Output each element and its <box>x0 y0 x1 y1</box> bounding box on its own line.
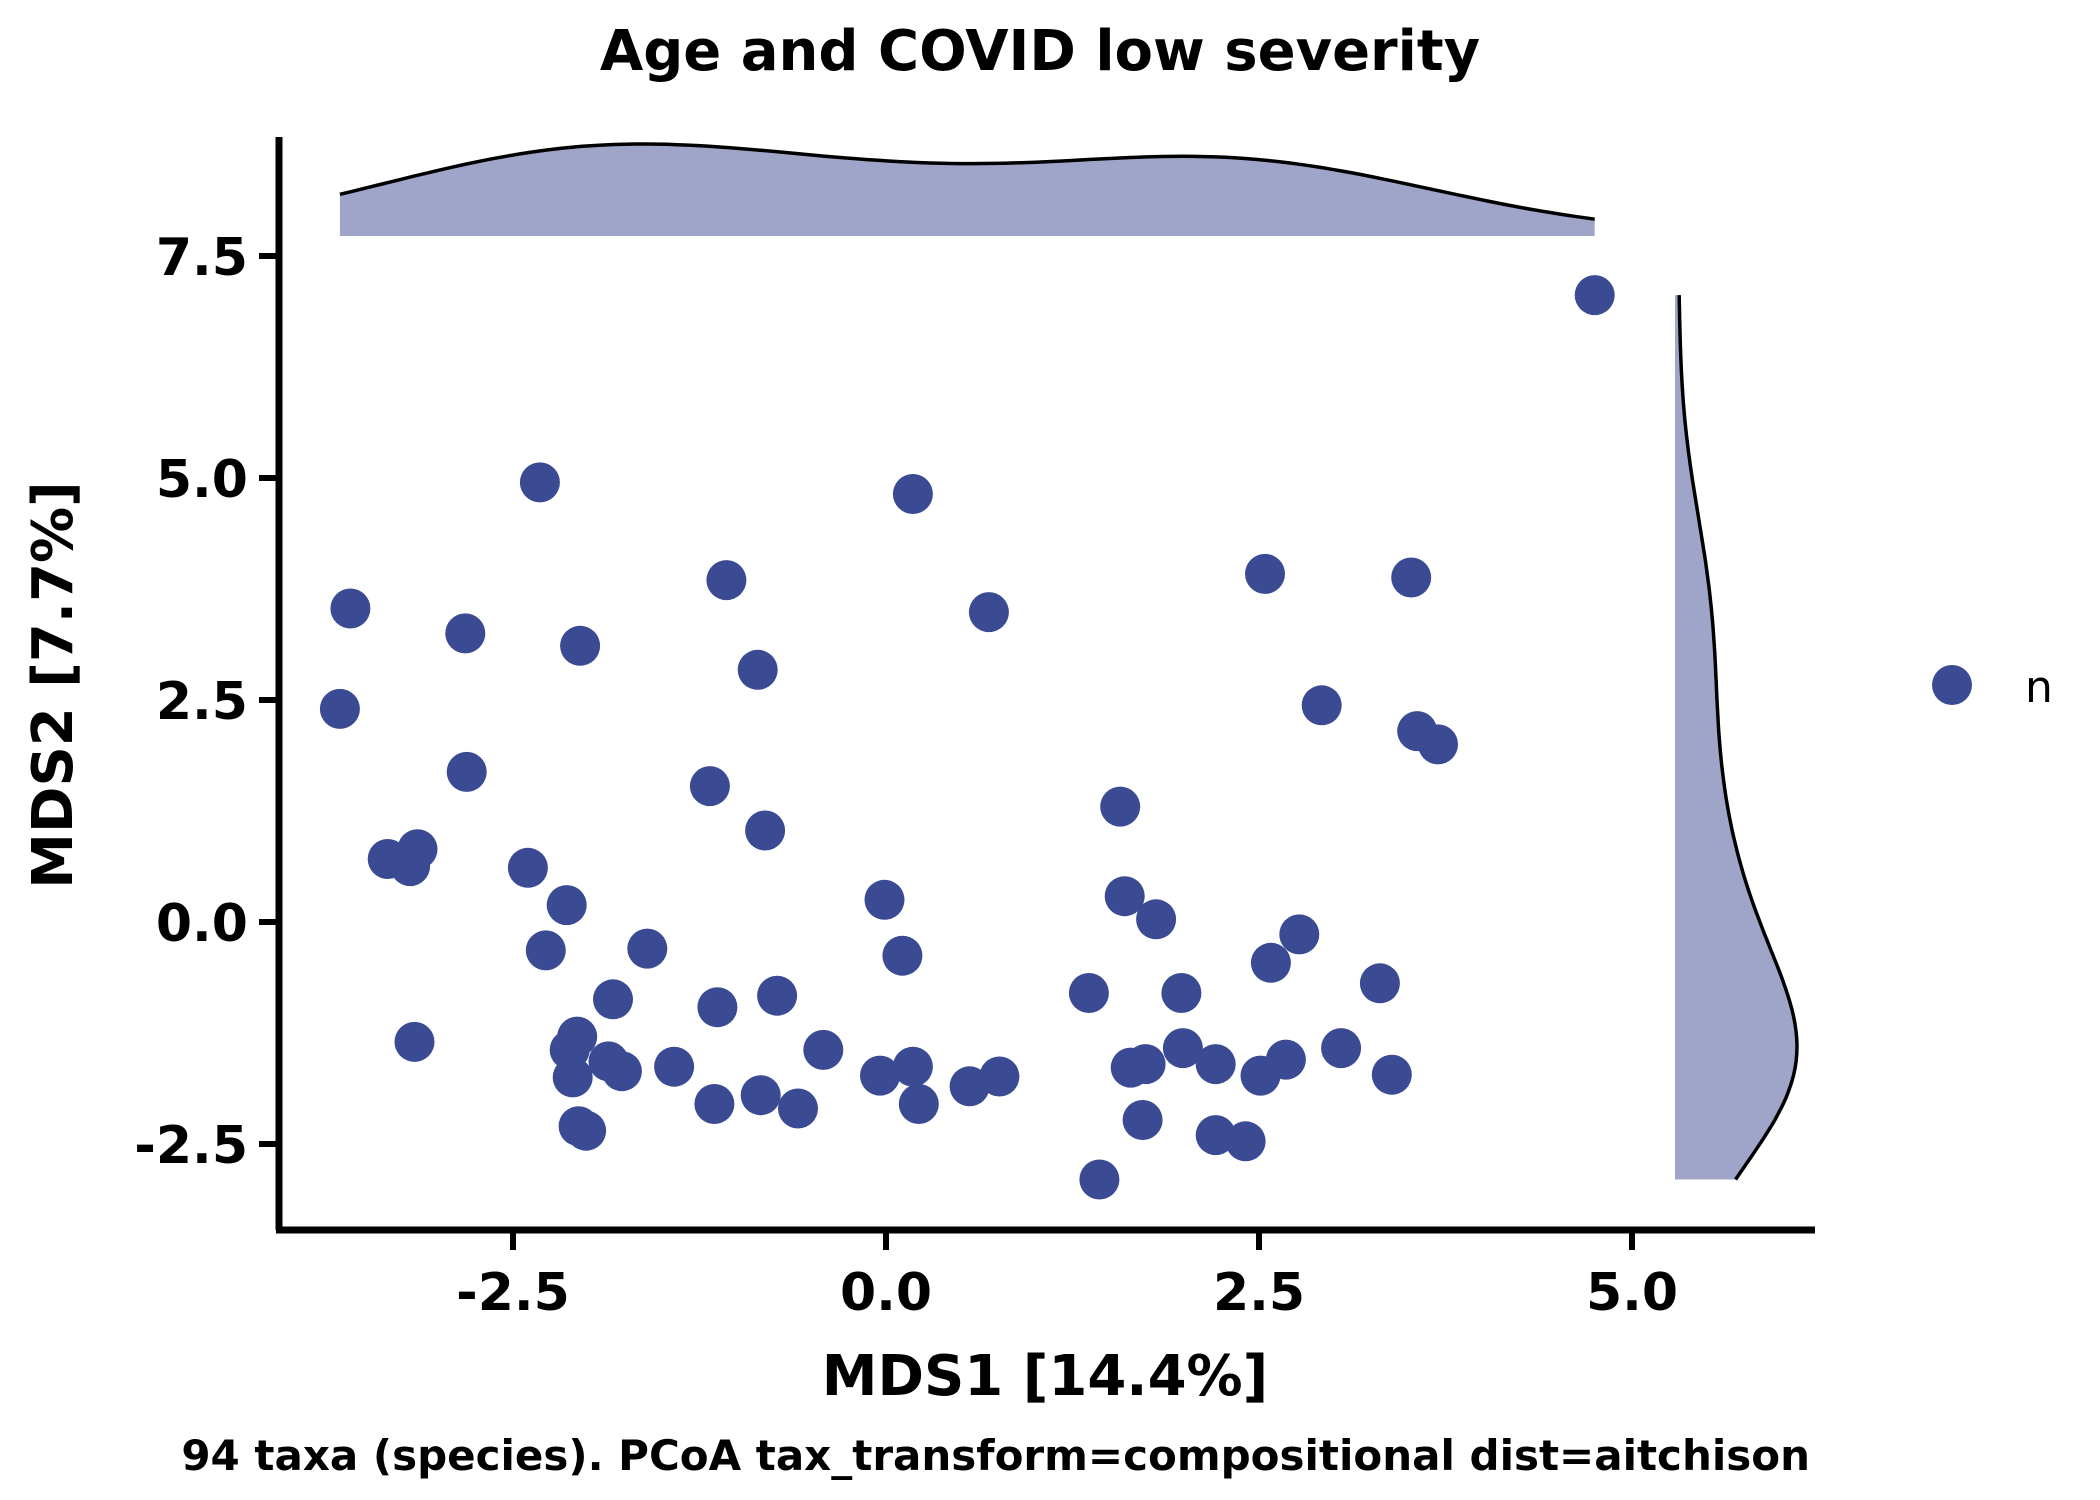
data-point <box>882 935 923 976</box>
data-point <box>1371 1054 1412 1095</box>
y-tick-label: 7.5 <box>156 228 248 288</box>
y-tick-label: 0.0 <box>156 894 248 954</box>
data-point <box>1359 963 1400 1004</box>
data-point <box>737 649 778 690</box>
data-point <box>507 847 548 888</box>
y-axis-label: MDS2 [7.7%] <box>21 481 86 889</box>
data-point <box>757 975 798 1016</box>
legend-marker <box>1932 665 1972 705</box>
data-point <box>1122 1100 1163 1140</box>
y-tick-label: 2.5 <box>156 672 248 732</box>
data-point <box>1574 275 1615 316</box>
data-point <box>1068 973 1109 1013</box>
data-point <box>446 751 487 792</box>
data-point <box>778 1088 818 1129</box>
data-point <box>546 885 587 926</box>
top-density-line <box>339 142 1595 221</box>
x-axis-ticks: -2.5 0.0 2.5 5.0 <box>456 1230 1678 1323</box>
data-point <box>1104 876 1145 917</box>
top-marginal-density <box>339 142 1595 236</box>
data-point <box>1225 1121 1266 1162</box>
data-point <box>394 1021 435 1062</box>
y-tick-label: 5.0 <box>156 450 248 510</box>
data-point <box>1418 724 1458 765</box>
x-tick-label: -2.5 <box>456 1263 570 1323</box>
data-point <box>898 1084 939 1124</box>
data-point <box>697 987 738 1028</box>
scatter-points <box>319 275 1615 1200</box>
data-point <box>1161 973 1202 1013</box>
data-point <box>654 1046 695 1087</box>
data-point <box>689 766 730 807</box>
data-point <box>1136 899 1177 940</box>
data-point <box>319 688 360 729</box>
legend: n <box>1932 662 2053 713</box>
data-point <box>560 625 601 666</box>
data-point <box>601 1051 642 1092</box>
data-point <box>1100 786 1141 827</box>
data-point <box>1321 1028 1362 1069</box>
data-point <box>552 1057 593 1098</box>
data-point <box>1245 553 1285 594</box>
data-point <box>864 879 905 920</box>
top-density-area <box>339 144 1595 236</box>
data-point <box>566 1110 607 1151</box>
chart-title: Age and COVID low severity <box>600 19 1480 84</box>
data-point <box>1195 1044 1236 1085</box>
data-point <box>525 930 566 971</box>
data-point <box>706 560 747 601</box>
data-point <box>745 810 786 851</box>
x-tick-label: 0.0 <box>840 1263 932 1323</box>
data-point <box>979 1056 1020 1097</box>
data-point <box>892 474 933 514</box>
data-point <box>397 829 438 870</box>
data-point <box>860 1055 900 1096</box>
data-point <box>627 928 668 969</box>
chart-caption: 94 taxa (species). PCoA tax_transform=co… <box>181 1431 1810 1480</box>
data-point <box>694 1084 735 1124</box>
data-point <box>803 1029 844 1070</box>
legend-label: n <box>2025 662 2053 713</box>
data-point <box>1162 1028 1203 1069</box>
data-point <box>740 1075 781 1116</box>
data-point <box>445 613 486 654</box>
x-tick-label: 2.5 <box>1213 1263 1305 1323</box>
data-point <box>1279 914 1320 955</box>
right-density-line <box>1677 295 1799 1181</box>
y-tick-label: -2.5 <box>134 1116 248 1176</box>
data-point <box>519 462 560 503</box>
data-point <box>593 979 633 1020</box>
right-marginal-density <box>1675 295 1799 1181</box>
data-point <box>1125 1044 1166 1085</box>
x-tick-label: 5.0 <box>1586 1263 1678 1323</box>
y-axis-ticks: -2.5 0.0 2.5 5.0 7.5 <box>134 228 279 1176</box>
data-point <box>892 1046 933 1087</box>
data-point <box>330 588 371 629</box>
data-point <box>1250 942 1291 983</box>
data-point <box>1079 1159 1120 1200</box>
data-point <box>968 592 1009 633</box>
right-density-area <box>1675 295 1797 1180</box>
data-point <box>1195 1115 1236 1156</box>
data-point <box>1301 685 1342 726</box>
data-point <box>1391 557 1432 598</box>
x-axis-label: MDS1 [14.4%] <box>822 1344 1268 1409</box>
data-point <box>1265 1039 1306 1080</box>
